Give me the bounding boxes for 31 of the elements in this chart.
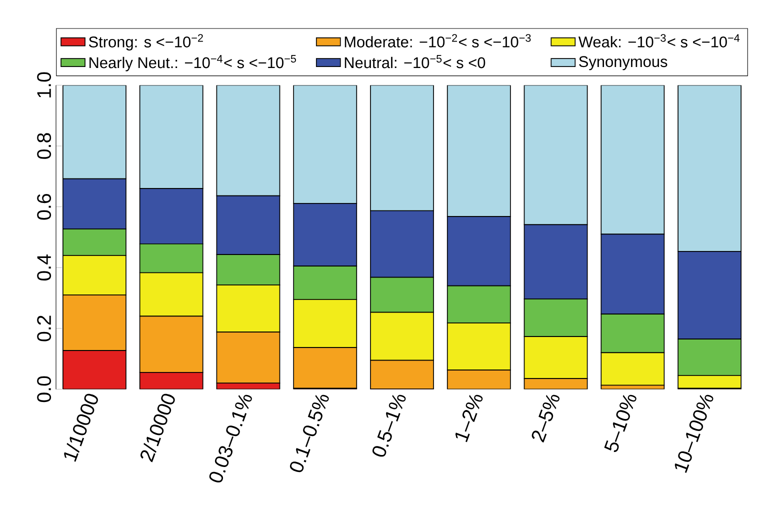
y-tick-label: 1.0: [37, 72, 52, 98]
bar: [216, 284, 280, 332]
bar: [139, 316, 204, 373]
x-tick-label: 2–5%: [532, 394, 560, 442]
legend-label: Weak: −10$^{−3}$< s <−10$^{−4}$: [578, 34, 740, 48]
bar: [293, 298, 358, 348]
bar: [62, 254, 126, 296]
y-tick-label: 0.2: [37, 316, 52, 342]
x-tick-label: 1–2%: [455, 394, 483, 442]
bar: [370, 360, 434, 390]
bar: [678, 374, 742, 389]
y-tick-label: 0.6: [37, 194, 52, 220]
bar: [524, 378, 588, 390]
legend-label: Strong: s <−10$^{−2}$: [88, 34, 203, 50]
legend-label: Moderate: −10$^{−2}$< s <−10$^{−3}$: [344, 34, 531, 48]
bar: [370, 312, 434, 361]
y-tick-label: 0.8: [37, 133, 52, 159]
y-tick-label: 0.4: [37, 254, 52, 280]
bar: [216, 332, 280, 384]
bar: [600, 352, 665, 386]
bar: [293, 347, 358, 389]
bar: [62, 294, 126, 351]
legend-label: Nearly Neut.: −10$^{−4}$< s <−10$^{−5}$: [90, 54, 296, 72]
y-tick-label: 0.0: [37, 376, 52, 402]
x-tick-label: 5–10%: [604, 394, 636, 452]
legend-label: Neutral: −10$^{−5}$< s <0: [344, 54, 486, 68]
bar: [139, 272, 204, 317]
bar: [446, 322, 511, 370]
bar: [524, 336, 588, 379]
legend-label: Synonymous: [579, 56, 668, 70]
bar: [446, 370, 511, 390]
